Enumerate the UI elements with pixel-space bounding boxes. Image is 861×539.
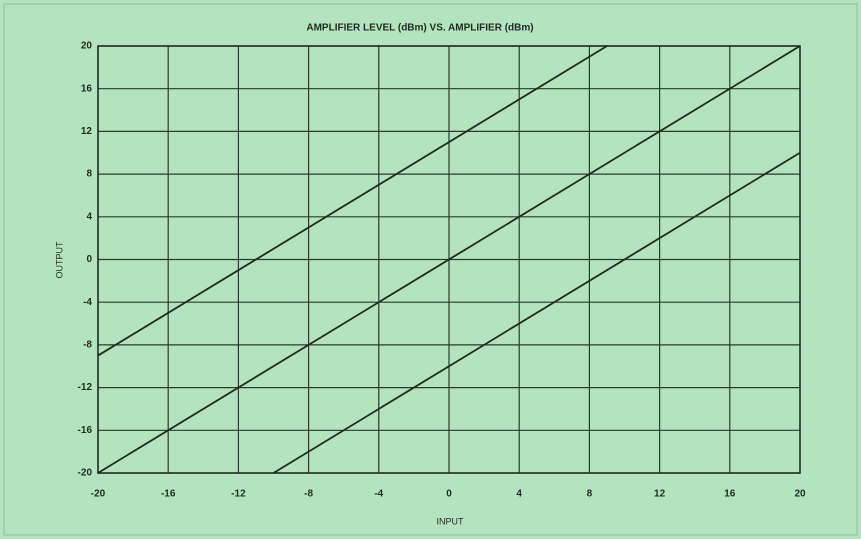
chart-title: AMPLIFIER LEVEL (dBm) VS. AMPLIFIER (dBm… <box>306 23 533 34</box>
y-tick-label: 0 <box>86 254 92 265</box>
y-axis-label: OUTPUT <box>54 241 64 279</box>
x-tick-label: -16 <box>161 489 176 500</box>
y-tick-label: -8 <box>83 340 92 351</box>
y-tick-label: -4 <box>83 297 92 308</box>
series-line <box>97 45 608 357</box>
x-tick-label: -8 <box>304 489 313 500</box>
y-tick-label: -16 <box>78 425 93 436</box>
y-tick-label: -12 <box>78 382 93 393</box>
y-tick-label: 4 <box>86 211 92 222</box>
x-tick-label: -20 <box>91 489 106 500</box>
y-tick-label: 16 <box>81 83 93 94</box>
y-tick-label: 8 <box>86 169 92 180</box>
frame <box>3 3 858 536</box>
x-tick-label: 0 <box>446 489 452 500</box>
series-line <box>273 151 801 474</box>
x-tick-label: 8 <box>587 489 593 500</box>
plot-border <box>97 45 801 474</box>
y-tick-label: 20 <box>81 41 93 52</box>
x-tick-label: -4 <box>374 489 383 500</box>
x-tick-label: -12 <box>231 489 246 500</box>
x-tick-label: 16 <box>724 489 736 500</box>
x-axis-label: INPUT <box>437 516 465 526</box>
x-tick-label: 12 <box>654 489 666 500</box>
y-tick-label: 12 <box>81 126 93 137</box>
series-line <box>97 45 801 474</box>
x-tick-label: 20 <box>794 489 806 500</box>
y-tick-label: -20 <box>78 468 93 479</box>
x-tick-label: 4 <box>516 489 522 500</box>
